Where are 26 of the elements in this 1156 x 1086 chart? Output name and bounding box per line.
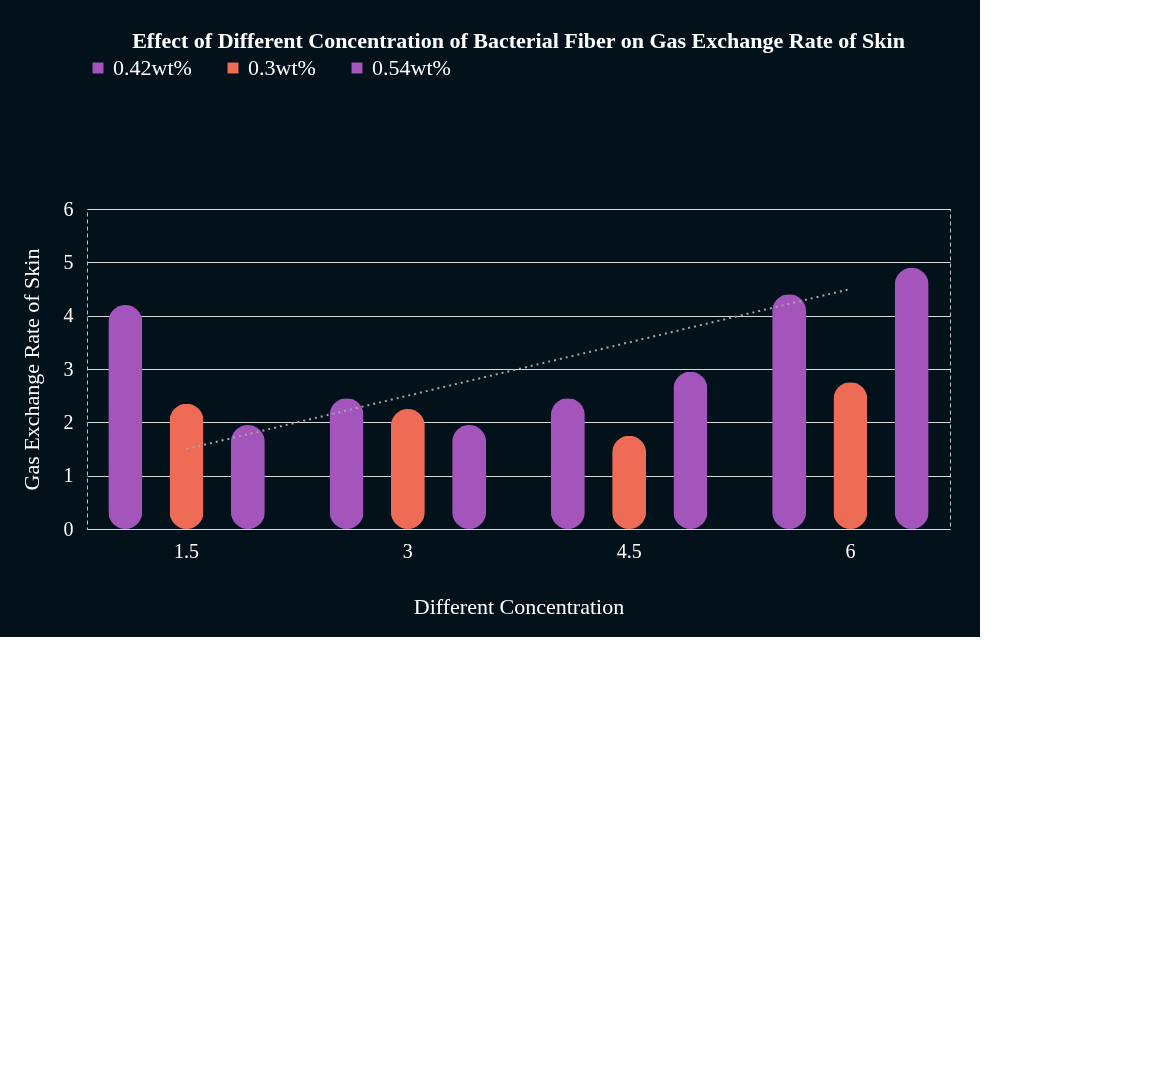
bar <box>833 382 868 529</box>
bar <box>894 267 929 529</box>
bar <box>108 305 143 529</box>
bar <box>390 409 425 529</box>
y-axis-title: Gas Exchange Rate of Skin <box>18 248 44 491</box>
legend-label: 0.42wt% <box>113 55 192 80</box>
y-tick-label: 6 <box>63 197 74 220</box>
bar <box>329 398 364 529</box>
y-tick-label: 2 <box>63 410 74 433</box>
legend-label: 0.3wt% <box>248 55 316 80</box>
y-tick-label: 4 <box>63 304 74 327</box>
bar <box>169 403 204 529</box>
x-tick-label: 1.5 <box>174 539 200 562</box>
x-axis-title: Different Concentration <box>413 593 625 619</box>
x-tick-label: 3 <box>402 539 413 562</box>
x-tick-label: 6 <box>845 539 856 562</box>
legend-label: 0.54wt% <box>372 55 451 80</box>
bar <box>550 398 585 529</box>
y-tick-label: 5 <box>63 250 74 273</box>
bar <box>673 371 708 529</box>
bar <box>772 294 807 529</box>
y-tick-label: 3 <box>63 357 74 380</box>
y-tick-label: 1 <box>63 464 74 487</box>
y-tick-label: 0 <box>63 517 74 540</box>
chart-title: Effect of Different Concentration of Bacterial Fiber on Gas Exchange Rate of Skin <box>132 28 905 53</box>
x-tick-label: 4.5 <box>616 539 642 562</box>
